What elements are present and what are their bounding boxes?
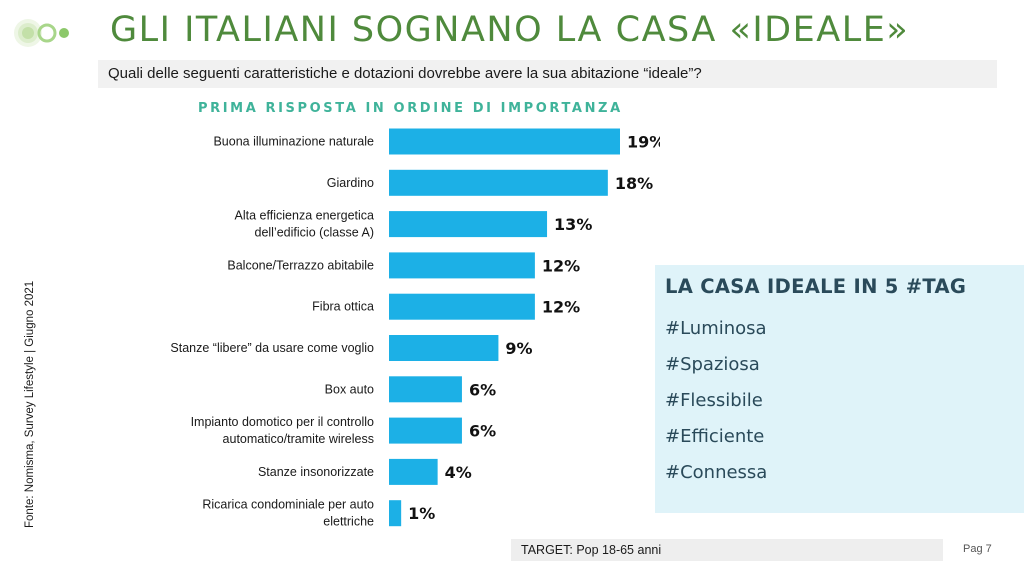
category-label-line: Buona illuminazione naturale <box>213 135 374 149</box>
category-label-line: elettriche <box>323 515 374 529</box>
category-label: Buona illuminazione naturale <box>213 135 374 149</box>
tag-item: #Luminosa <box>665 318 767 339</box>
category-label: Alta efficienza energetica dell’edificio … <box>235 209 374 240</box>
category-label-line: Stanze insonorizzate <box>258 465 374 479</box>
category-label: Impianto domotico per il controllo automa… <box>191 415 374 446</box>
tag-item: #Connessa <box>665 462 768 483</box>
chart-subtitle: PRIMA RISPOSTA IN ORDINE DI IMPORTANZA <box>198 101 623 116</box>
bar <box>389 417 462 444</box>
bar <box>389 211 548 238</box>
category-label-line: automatico/tramite wireless <box>223 432 374 446</box>
tag-item: #Spaziosa <box>665 354 760 375</box>
tag-item: #Flessibile <box>665 390 763 411</box>
category-label-line: Alta efficienza energetica <box>235 209 374 223</box>
survey-question: Quali delle seguenti caratteristiche e d… <box>98 60 997 88</box>
page-number: Pag 7 <box>963 543 992 555</box>
category-label-line: Box auto <box>325 382 374 396</box>
bar <box>389 458 438 485</box>
category-label-line: Stanze “libere” da usare come voglio <box>170 341 374 355</box>
category-label: Ricarica condominiale per auto elettriche <box>202 498 374 529</box>
bar-value-label: 4% <box>445 463 472 482</box>
category-label-line: Giardino <box>327 176 374 190</box>
category-label-line: Ricarica condominiale per auto <box>202 498 374 512</box>
category-label: Stanze insonorizzate <box>258 465 374 479</box>
brand-logo-icon <box>14 19 69 47</box>
category-label: Box auto <box>325 382 374 396</box>
bar <box>389 169 608 196</box>
bar-value-label: 12% <box>542 298 580 317</box>
bar <box>389 376 462 403</box>
category-label: Fibra ottica <box>312 300 374 314</box>
category-label: Balcone/Terrazzo abitabile <box>227 258 374 272</box>
bar-value-label: 1% <box>408 504 435 523</box>
bar-value-label: 6% <box>469 380 496 399</box>
category-label-line: dell’edificio (classe A) <box>255 226 375 240</box>
bar-value-label: 12% <box>542 256 580 275</box>
category-label: Giardino <box>327 176 374 190</box>
category-label: Stanze “libere” da usare come voglio <box>170 341 374 355</box>
bar-value-label: 13% <box>554 215 592 234</box>
category-label-line: Balcone/Terrazzo abitabile <box>227 258 374 272</box>
bar-value-label: 19% <box>627 133 660 152</box>
category-label-line: Fibra ottica <box>312 300 374 314</box>
bar-chart: 19% Buona illuminazione naturale 18% Giardi… <box>170 128 660 529</box>
bar <box>389 128 620 155</box>
target-note: TARGET: Pop 18-65 anni <box>511 539 943 561</box>
bar <box>389 500 402 527</box>
bar <box>389 335 499 361</box>
bar <box>389 252 535 279</box>
bar <box>389 293 535 320</box>
tag-box-title: LA CASA IDEALE IN 5 #TAG <box>665 275 967 298</box>
bar-value-label: 9% <box>505 339 532 358</box>
bar-value-label: 6% <box>469 422 496 441</box>
tag-item: #Efficiente <box>665 426 765 447</box>
bar-value-label: 18% <box>615 174 653 193</box>
category-label-line: Impianto domotico per il controllo <box>191 415 374 429</box>
source-note: Fonte: Nomisma, Survey Lifestyle | Giugn… <box>24 280 36 528</box>
page-title: GLI ITALIANI SOGNANO LA CASA «IDEALE» <box>110 10 910 50</box>
tag-box: LA CASA IDEALE IN 5 #TAG #Luminosa #Spaz… <box>655 265 1024 513</box>
